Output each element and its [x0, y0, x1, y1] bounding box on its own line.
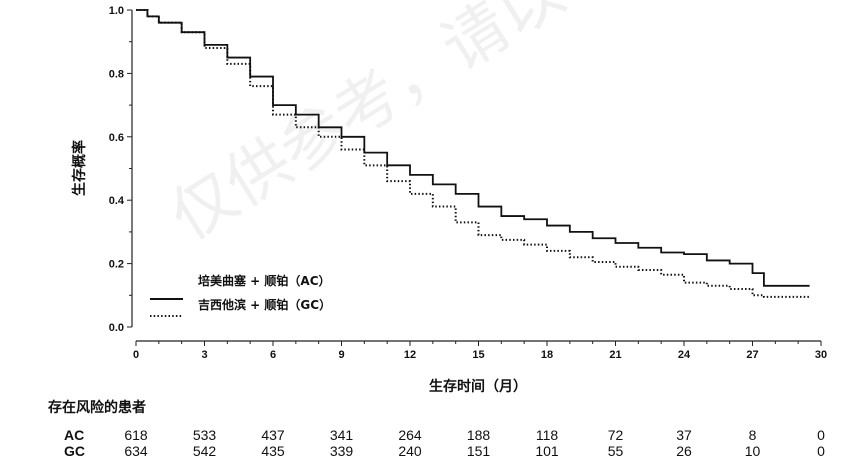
risk-row-ac: AC 618 533 437 341 264 188 118 72 37 8 0 [0, 427, 868, 443]
x-tick-label: 24 [678, 349, 691, 361]
gc-survival-curve [136, 9, 810, 298]
x-tick-label: 30 [815, 349, 827, 361]
risk-count: 634 [124, 443, 148, 459]
ac-survival-curve [136, 9, 810, 287]
risk-count: 435 [261, 443, 285, 459]
risk-row-label: GC [64, 443, 85, 459]
risk-count: 37 [676, 427, 692, 443]
x-tick-label: 12 [404, 349, 416, 361]
legend-label-ac: 培美曲塞 + 顺铂（AC） [198, 273, 331, 288]
risk-table-title: 存在风险的患者 [48, 400, 146, 416]
risk-count: 72 [607, 427, 624, 443]
risk-count: 533 [192, 427, 217, 443]
risk-count: 151 [466, 443, 491, 459]
risk-count: 437 [261, 427, 285, 443]
risk-count: 118 [535, 427, 559, 443]
risk-count: 55 [607, 443, 624, 459]
risk-count: 0 [817, 427, 825, 443]
y-tick-label: 0.6 [109, 132, 124, 144]
risk-count: 0 [817, 443, 825, 459]
risk-count: 341 [329, 427, 354, 443]
y-tick-label: 0.8 [109, 68, 124, 80]
legend: 培美曲塞 + 顺铂（AC） 吉西他滨 + 顺铂（GC） [150, 273, 331, 317]
y-tick-label: 0.0 [109, 322, 124, 334]
y-tick-label: 1.0 [109, 5, 124, 17]
risk-row-label: AC [64, 427, 85, 443]
x-tick-label: 15 [472, 349, 484, 361]
risk-count: 618 [124, 427, 148, 443]
risk-row-gc: GC 634 542 435 339 240 151 101 55 26 10 0 [0, 443, 868, 459]
x-tick-label: 6 [270, 349, 276, 361]
risk-count: 188 [466, 427, 491, 443]
axes: 0.0 0.2 0.4 0.6 0.8 1.0 0 3 6 9 12 15 18 21 24 27 30 [109, 5, 827, 361]
x-tick-label: 3 [201, 349, 207, 361]
risk-count: 101 [535, 443, 559, 459]
y-axis-label: 生存概率 [71, 140, 88, 196]
x-tick-label: 18 [541, 349, 553, 361]
risk-count: 264 [398, 427, 422, 443]
x-tick-label: 0 [133, 349, 139, 361]
risk-count: 10 [744, 443, 761, 459]
risk-count: 26 [676, 443, 692, 459]
x-axis-label: 生存时间（月） [429, 378, 527, 395]
risk-count: 8 [748, 427, 757, 443]
x-tick-label: 21 [609, 349, 621, 361]
y-tick-label: 0.2 [109, 259, 124, 271]
x-tick-label: 27 [746, 349, 758, 361]
series-layer [136, 9, 810, 298]
y-tick-label: 0.4 [109, 195, 125, 207]
risk-count: 339 [329, 443, 354, 459]
risk-count: 542 [192, 443, 217, 459]
risk-count: 240 [398, 443, 422, 459]
x-tick-label: 9 [338, 349, 344, 361]
legend-label-gc: 吉西他滨 + 顺铂（GC） [198, 297, 331, 312]
